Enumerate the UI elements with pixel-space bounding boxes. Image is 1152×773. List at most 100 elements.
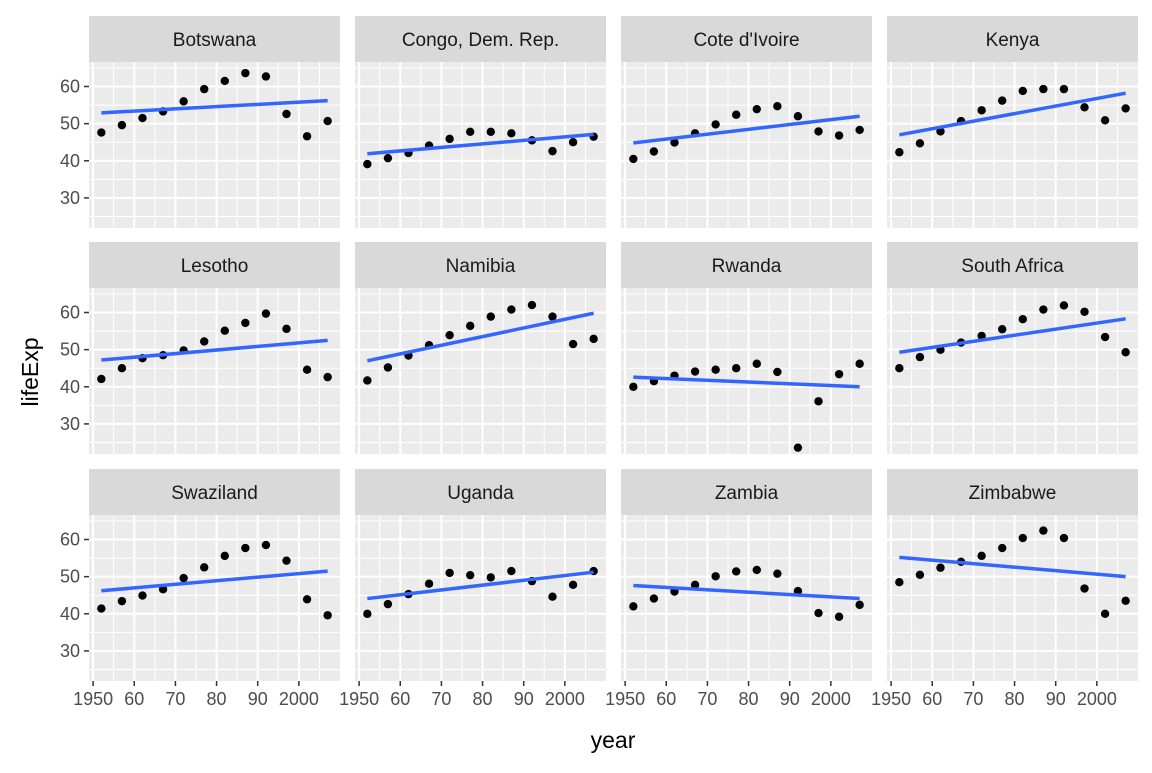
x-tick-label: 2000 [1077, 689, 1117, 709]
y-tick-label: 50 [60, 114, 80, 134]
facet-strip [887, 16, 1138, 62]
trend-line [367, 570, 594, 601]
x-tick-label: 70 [963, 689, 983, 709]
data-point [629, 382, 638, 391]
data-point [1121, 596, 1130, 605]
facet-strip [887, 242, 1138, 288]
trend-line [101, 98, 328, 115]
facet-strip [621, 242, 872, 288]
data-point [1039, 526, 1048, 535]
data-point [732, 567, 741, 576]
data-point [323, 611, 332, 620]
facet-strip [621, 16, 872, 62]
y-tick-label: 60 [60, 303, 80, 323]
facet-strip-label: Zambia [715, 483, 779, 504]
data-point [834, 369, 844, 379]
data-point [568, 580, 578, 590]
y-tick-label: 50 [60, 567, 80, 587]
facet-strip-label: Swaziland [171, 483, 258, 504]
data-point [1121, 104, 1130, 113]
x-tick-label: 90 [1046, 689, 1066, 709]
trend-line [633, 583, 860, 601]
data-point [977, 106, 986, 115]
data-point [527, 300, 537, 310]
y-tick-label: 50 [60, 340, 80, 360]
data-point [895, 364, 904, 373]
data-point [363, 376, 372, 385]
x-tick-label: 60 [922, 689, 942, 709]
x-tick-label: 1950 [871, 689, 911, 709]
data-point [383, 153, 393, 163]
data-point [629, 154, 638, 164]
data-point [855, 125, 864, 135]
data-point [649, 147, 659, 156]
data-point [282, 556, 291, 565]
data-point [97, 374, 106, 384]
facet-congo-dem-rep-: Congo, Dem. Rep. [355, 16, 606, 228]
y-tick-label: 30 [60, 414, 80, 434]
x-tick-label: 1950 [339, 689, 379, 709]
data-point [548, 592, 557, 601]
x-tick-label: 60 [656, 689, 676, 709]
facet-strip [89, 16, 340, 62]
data-point [814, 397, 823, 406]
x-tick-label: 80 [473, 689, 493, 709]
facet-strip [89, 242, 340, 288]
y-tick-label: 40 [60, 151, 80, 171]
facet-namibia: Namibia [355, 242, 606, 454]
facet-lesotho: Lesotho 30 40 50 60 [60, 242, 340, 454]
facet-strip [355, 469, 606, 515]
data-point [302, 365, 312, 374]
data-point [1059, 301, 1069, 310]
data-point [97, 128, 106, 137]
data-point [261, 309, 271, 318]
x-tick-label: 1950 [605, 689, 645, 709]
y-tick-label: 60 [60, 77, 80, 97]
trend-line [101, 338, 328, 362]
data-point [568, 138, 578, 147]
data-point [486, 127, 495, 137]
trend-line [899, 555, 1126, 579]
facet-strip-label: Kenya [986, 30, 1040, 51]
x-tick-label: 2000 [279, 689, 319, 709]
data-point [363, 609, 372, 619]
facet-strip-label: Zimbabwe [969, 483, 1057, 504]
data-point [977, 551, 986, 561]
data-point [97, 604, 106, 613]
data-point [793, 112, 803, 121]
data-point [363, 159, 372, 169]
data-point [895, 578, 904, 587]
data-point [323, 372, 332, 382]
data-point [1100, 609, 1110, 618]
data-point [711, 365, 720, 374]
data-point [936, 563, 945, 572]
x-tick-label: 2000 [811, 689, 851, 709]
data-point [302, 595, 312, 604]
y-axis-title: lifeExp [17, 337, 43, 406]
data-point [568, 339, 578, 349]
facet-strip [887, 469, 1138, 515]
data-point [895, 148, 904, 157]
facet-strip-label: South Africa [961, 256, 1064, 277]
data-point [711, 120, 720, 129]
data-point [1080, 584, 1089, 593]
trend-line [367, 132, 594, 156]
trend-line [899, 317, 1126, 354]
data-point [915, 570, 925, 579]
data-point [445, 330, 454, 340]
data-point [261, 540, 271, 550]
facet-cote-d-ivoire: Cote d'Ivoire [621, 16, 872, 228]
data-point [548, 146, 557, 156]
facet-swaziland: Swaziland 30 40 50 60 1950 60 70 80 90 2000 [60, 469, 340, 709]
data-point [1059, 84, 1069, 94]
data-point [486, 573, 495, 582]
data-point [220, 76, 229, 86]
data-point [1100, 116, 1110, 125]
x-tick-label: 80 [207, 689, 227, 709]
data-point [1080, 103, 1089, 112]
data-point [732, 364, 741, 373]
data-point [138, 591, 147, 600]
x-tick-label: 70 [697, 689, 717, 709]
